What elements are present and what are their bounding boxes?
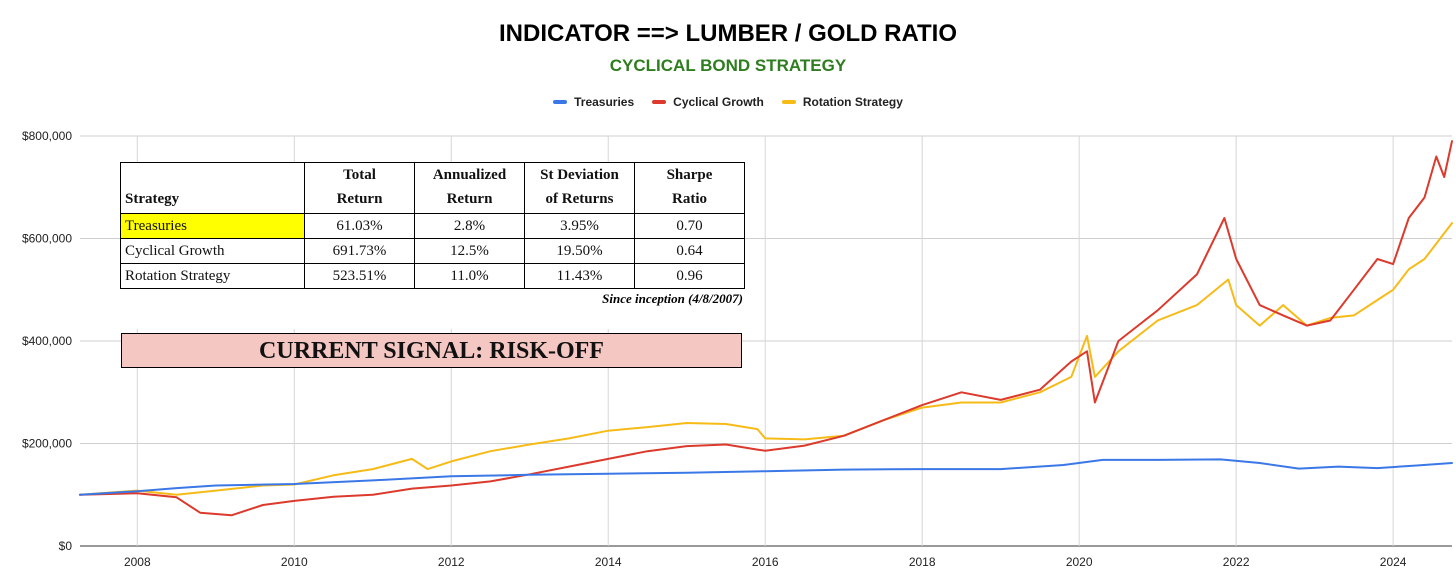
header-stdev-line1: St Deviation xyxy=(540,167,619,183)
header-sharpe-line1: Sharpe xyxy=(666,167,713,183)
current-signal: CURRENT SIGNAL: RISK-OFF xyxy=(121,333,742,368)
x-tick-label: 2018 xyxy=(909,555,936,569)
x-axis: 2008 2010 2012 2014 2016 2018 2020 2022 2024 xyxy=(124,555,1407,569)
series-line-rotation-strategy xyxy=(79,222,1453,496)
legend-label-treasuries: Treasuries xyxy=(574,95,635,109)
legend-swatch-treasuries xyxy=(553,100,568,104)
cell-st-deviation: 11.43% xyxy=(524,263,635,289)
legend-swatch-rotation-strategy xyxy=(781,100,796,104)
y-tick-label: $600,000 xyxy=(22,232,72,246)
cell-total-return: 691.73% xyxy=(304,238,415,264)
cell-strategy: Treasuries xyxy=(120,213,305,239)
cell-sharpe-ratio: 0.96 xyxy=(634,263,745,289)
cell-annualized-return: 12.5% xyxy=(414,238,525,264)
cell-total-return: 523.51% xyxy=(304,263,415,289)
chart-title: INDICATOR ==> LUMBER / GOLD RATIO xyxy=(498,20,958,47)
legend-item-cyclical-growth[interactable]: Cyclical Growth xyxy=(652,95,764,109)
y-tick-label: $400,000 xyxy=(22,334,72,348)
y-tick-label: $800,000 xyxy=(22,129,72,143)
series-line-cyclical-growth xyxy=(79,140,1453,517)
header-annualized-return: Annualized Return xyxy=(414,162,525,214)
legend-item-treasuries[interactable]: Treasuries xyxy=(553,95,634,109)
y-tick-label: $200,000 xyxy=(22,437,72,451)
table-row: Treasuries 61.03% 2.8% 3.95% 0.70 xyxy=(120,213,745,239)
legend-item-rotation-strategy[interactable]: Rotation Strategy xyxy=(781,95,903,109)
x-tick-label: 2016 xyxy=(752,555,779,569)
header-stdev-line2: of Returns xyxy=(545,191,614,207)
table-header-row: Strategy Total Return Annualized Return St… xyxy=(120,162,745,214)
y-axis: $0 $200,000 $400,000 $600,000 $800,000 xyxy=(22,129,72,553)
header-sharpe-ratio: Sharpe Ratio xyxy=(634,162,745,214)
x-tick-label: 2020 xyxy=(1066,555,1093,569)
header-total-line1: Total xyxy=(343,167,376,183)
legend: Treasuries Cyclical Growth Rotation Stra… xyxy=(0,95,1456,109)
header-total-line2: Return xyxy=(336,191,383,207)
stats-panel: Strategy Total Return Annualized Return St… xyxy=(120,162,745,329)
table-row: Rotation Strategy 523.51% 11.0% 11.43% 0… xyxy=(120,263,745,289)
header-annualized-line1: Annualized xyxy=(432,167,507,183)
chart-subtitle: CYCLICAL BOND STRATEGY xyxy=(609,56,847,75)
legend-swatch-cyclical-growth xyxy=(652,100,667,104)
header-annualized-line2: Return xyxy=(446,191,493,207)
cell-total-return: 61.03% xyxy=(304,213,415,239)
inception-note: Since inception (4/8/2007) xyxy=(120,289,745,329)
x-tick-label: 2008 xyxy=(124,555,151,569)
cell-annualized-return: 11.0% xyxy=(414,263,525,289)
cell-strategy: Rotation Strategy xyxy=(120,263,305,289)
legend-label-cyclical-growth: Cyclical Growth xyxy=(673,95,764,109)
cell-st-deviation: 3.95% xyxy=(524,213,635,239)
header-sharpe-line2: Ratio xyxy=(672,191,707,207)
x-tick-label: 2014 xyxy=(595,555,622,569)
header-total-return: Total Return xyxy=(304,162,415,214)
y-tick-label: $0 xyxy=(59,539,73,553)
x-tick-label: 2010 xyxy=(281,555,308,569)
stats-table: Strategy Total Return Annualized Return St… xyxy=(120,162,745,289)
header-strategy: Strategy xyxy=(120,162,305,214)
header-st-deviation: St Deviation of Returns xyxy=(524,162,635,214)
series-lines xyxy=(79,140,1453,517)
x-tick-label: 2012 xyxy=(438,555,465,569)
cell-sharpe-ratio: 0.70 xyxy=(634,213,745,239)
cell-st-deviation: 19.50% xyxy=(524,238,635,264)
legend-label-rotation-strategy: Rotation Strategy xyxy=(802,95,903,109)
x-tick-label: 2022 xyxy=(1223,555,1250,569)
x-tick-label: 2024 xyxy=(1380,555,1407,569)
cell-strategy: Cyclical Growth xyxy=(120,238,305,264)
series-line-treasuries xyxy=(79,458,1453,496)
table-row: Cyclical Growth 691.73% 12.5% 19.50% 0.6… xyxy=(120,238,745,264)
cell-annualized-return: 2.8% xyxy=(414,213,525,239)
cell-sharpe-ratio: 0.64 xyxy=(634,238,745,264)
